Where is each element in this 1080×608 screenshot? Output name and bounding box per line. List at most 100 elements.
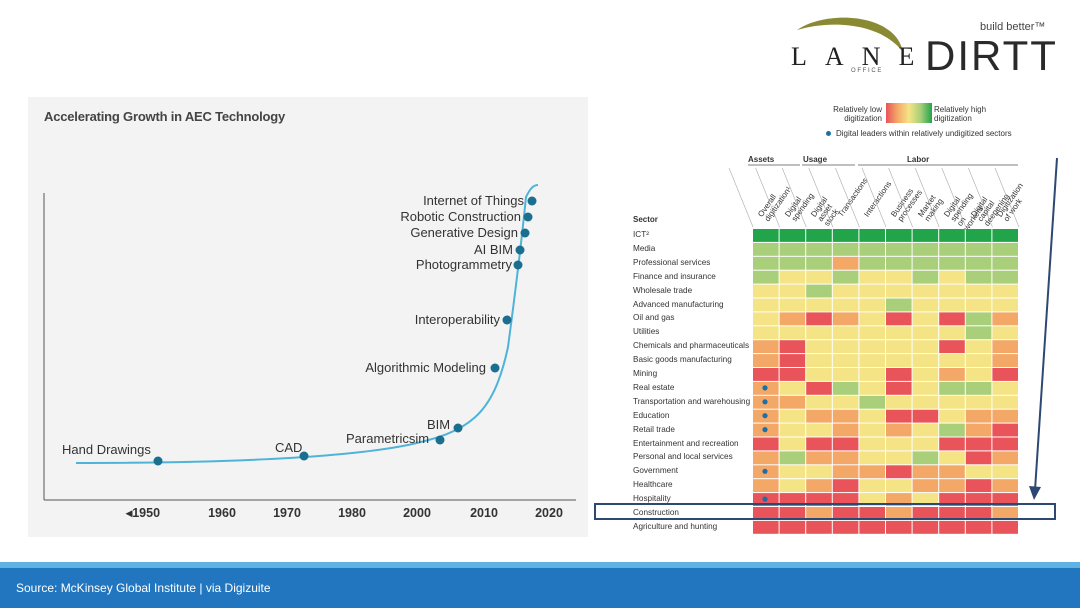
heatmap-cell	[832, 256, 859, 270]
heatmap-cell	[912, 229, 939, 242]
heatmap-cell	[859, 354, 885, 367]
heatmap-cell	[832, 409, 859, 423]
heatmap-cell	[886, 381, 912, 395]
heatmap-cell	[939, 242, 965, 256]
leader-dot	[762, 496, 768, 502]
heatmap-cell	[859, 368, 885, 381]
heatmap-cell	[992, 465, 1018, 479]
column-divider	[994, 167, 1020, 228]
dirtt-wordmark: DIRTT	[925, 32, 1058, 79]
heatmap-cell	[753, 520, 779, 534]
heatmap-cell	[832, 368, 859, 381]
leader-dot	[762, 427, 768, 433]
heatmap-cell	[912, 381, 939, 395]
leader-dots	[762, 385, 768, 502]
heatmap-cell	[859, 423, 885, 437]
heatmap-cell	[939, 381, 965, 395]
heatmap-cell	[779, 368, 806, 381]
footer-bar: Source: McKinsey Global Institute | via …	[0, 568, 1080, 608]
heatmap-cell	[753, 451, 779, 465]
heatmap-cell	[992, 298, 1018, 312]
heatmap-cell	[992, 270, 1018, 284]
heatmap-cell	[779, 479, 806, 493]
sector-label: Mining	[633, 369, 658, 378]
heatmap-cell	[779, 451, 806, 465]
heatmap-cell	[912, 409, 939, 423]
heatmap-cell	[939, 423, 965, 437]
heatmap-cell	[832, 298, 859, 312]
lane-letter: E	[898, 42, 933, 71]
heatmap-cell	[912, 270, 939, 284]
heatmap-cell	[992, 368, 1018, 381]
heatmap-cell	[992, 354, 1018, 367]
milestone-label: Photogrammetry	[416, 257, 513, 272]
heatmap-cell	[806, 479, 832, 493]
heatmap-cell	[992, 395, 1018, 409]
milestone-label: Generative Design	[410, 225, 518, 240]
heatmap-cell	[886, 270, 912, 284]
heatmap-cell	[965, 326, 992, 340]
heatmap-cell	[886, 354, 912, 367]
x-tick-label: 2000	[403, 506, 431, 520]
sector-label: Finance and insurance	[633, 271, 716, 281]
milestone-points	[153, 196, 537, 466]
heatmap-cell	[965, 437, 992, 451]
heatmap-cell	[939, 256, 965, 270]
milestone-point	[515, 245, 525, 255]
heatmap-cell	[886, 340, 912, 354]
heatmap-cell	[779, 340, 806, 354]
lane-letter: N	[861, 42, 899, 71]
heatmap-cell	[939, 437, 965, 451]
heatmap-cell	[859, 284, 885, 298]
sector-label: Construction	[633, 508, 679, 517]
heatmap-cell	[939, 451, 965, 465]
sector-label: Transportation and warehousing	[633, 396, 751, 406]
heatmap-cell	[832, 493, 859, 506]
heatmap-cell	[886, 326, 912, 340]
heatmap-cell	[886, 409, 912, 423]
milestone-point	[523, 212, 533, 222]
leader-dot	[762, 413, 768, 419]
heatmap-cell	[965, 354, 992, 367]
legend-low-label: Relatively low digitization	[833, 105, 882, 123]
heatmap-cell	[832, 340, 859, 354]
heatmap-cell	[939, 340, 965, 354]
heatmap-cell	[859, 451, 885, 465]
milestone-point	[453, 423, 463, 433]
milestone-label: Robotic Construction	[400, 209, 521, 224]
heatmap-cell	[779, 409, 806, 423]
heatmap-cell	[965, 451, 992, 465]
heatmap-cell	[832, 284, 859, 298]
heatmap-cell	[992, 256, 1018, 270]
footer-stripe	[0, 562, 1080, 568]
heatmap-cell	[965, 284, 992, 298]
heatmap-cell	[992, 229, 1018, 242]
heatmap-cell	[753, 340, 779, 354]
heatmap-cell	[939, 520, 965, 534]
milestone-point	[435, 435, 445, 445]
heatmap-cell	[992, 493, 1018, 506]
arrow-line	[1034, 157, 1058, 491]
column-divider	[968, 167, 993, 228]
heatmap-cell	[992, 340, 1018, 354]
heatmap-cell	[992, 437, 1018, 451]
sector-label: Hospitality	[633, 494, 671, 504]
milestone-label: Hand Drawings	[62, 442, 151, 457]
heatmap-cell	[886, 229, 912, 242]
lane-dirtt-logo: LANE O F F I C E DIRTT build better™	[785, 12, 1058, 80]
heatmap-cell	[965, 465, 992, 479]
heatmap-cell	[832, 437, 859, 451]
sector-label: Entertainment and recreation	[633, 438, 739, 448]
heatmap-cell	[779, 326, 806, 340]
heatmap-cell	[912, 298, 939, 312]
heatmap-cell	[886, 451, 912, 465]
milestone-point	[153, 456, 163, 466]
milestone-label: CAD	[275, 440, 302, 455]
heatmap-cell	[859, 520, 885, 534]
construction-highlight-box	[594, 503, 1056, 520]
logo-swoosh	[797, 17, 903, 52]
sector-label: Personal and local services	[633, 452, 733, 462]
heatmap-cell	[779, 312, 806, 326]
heatmap-cell	[912, 493, 939, 506]
heatmap-cell	[832, 507, 859, 520]
